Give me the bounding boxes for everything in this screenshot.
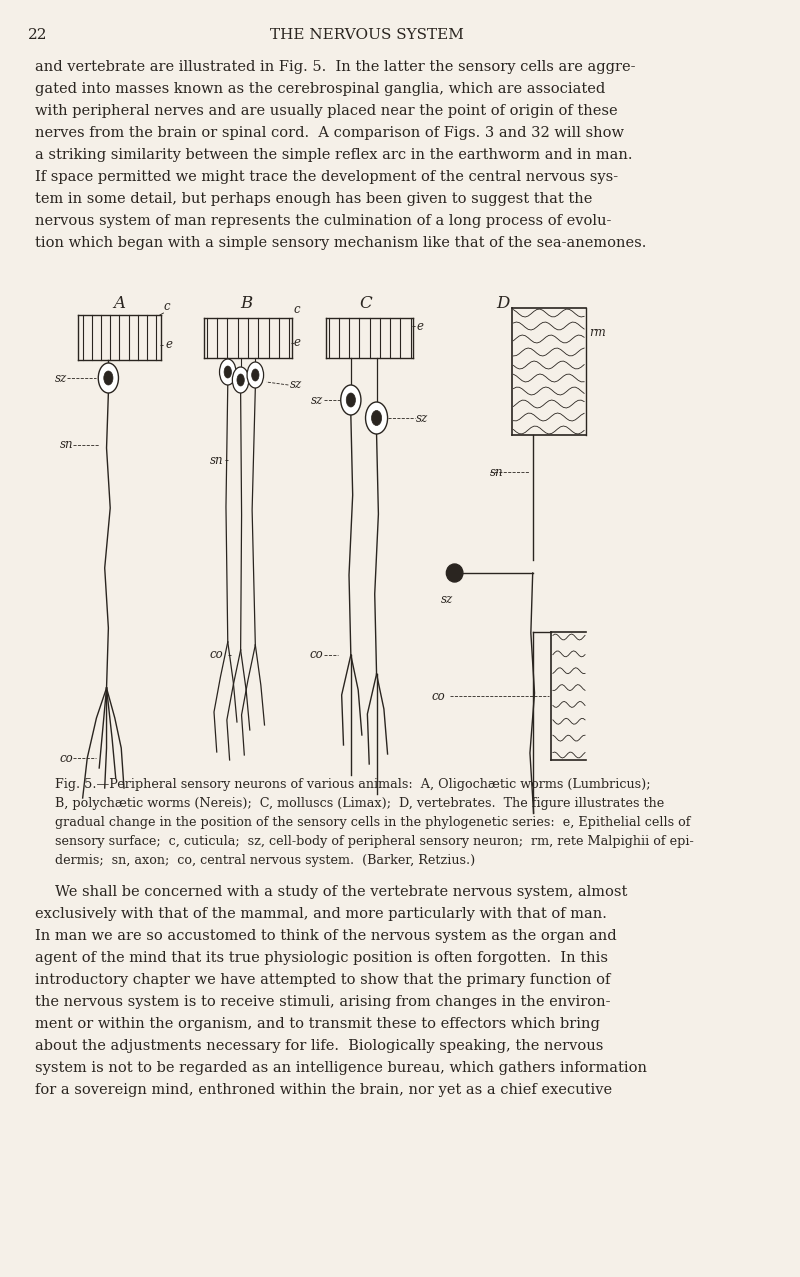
Text: sz: sz [311,393,323,406]
Text: sz: sz [441,593,454,607]
Ellipse shape [341,384,361,415]
Ellipse shape [237,374,244,386]
Text: 22: 22 [27,28,47,42]
Text: nervous system of man represents the culmination of a long process of evolu-: nervous system of man represents the cul… [35,215,611,229]
Text: co: co [310,649,323,661]
Text: tem in some detail, but perhaps enough has been given to suggest that the: tem in some detail, but perhaps enough h… [35,192,592,206]
Text: sz: sz [416,411,428,424]
Ellipse shape [104,372,113,384]
Text: with peripheral nerves and are usually placed near the point of origin of these: with peripheral nerves and are usually p… [35,103,618,117]
Text: rm: rm [590,327,606,340]
Text: We shall be concerned with a study of the vertebrate nervous system, almost: We shall be concerned with a study of th… [55,885,627,899]
Text: sn: sn [210,453,223,466]
Text: A: A [114,295,126,312]
Text: gradual change in the position of the sensory cells in the phylogenetic series: : gradual change in the position of the se… [55,816,690,829]
Text: Fig. 5.—Peripheral sensory neurons of various animals:  A, Oligochætic worms (Lu: Fig. 5.—Peripheral sensory neurons of va… [55,778,650,790]
Text: the nervous system is to receive stimuli, arising from changes in the environ-: the nervous system is to receive stimuli… [35,995,610,1009]
Text: sn: sn [490,466,503,479]
Text: nerves from the brain or spinal cord.  A comparison of Figs. 3 and 32 will show: nerves from the brain or spinal cord. A … [35,126,624,140]
Text: THE NERVOUS SYSTEM: THE NERVOUS SYSTEM [270,28,464,42]
Text: c: c [294,303,301,315]
Text: sz: sz [54,372,67,384]
Text: B: B [240,295,252,312]
Ellipse shape [232,366,249,393]
Text: dermis;  sn, axon;  co, central nervous system.  (Barker, Retzius.): dermis; sn, axon; co, central nervous sy… [55,854,475,867]
Ellipse shape [346,393,355,407]
Text: gated into masses known as the cerebrospinal ganglia, which are associated: gated into masses known as the cerebrosp… [35,82,605,96]
Text: e: e [416,319,423,332]
Ellipse shape [371,410,382,425]
Ellipse shape [98,363,118,393]
Circle shape [446,564,463,582]
Text: e: e [166,338,172,351]
Ellipse shape [252,369,259,381]
Text: D: D [497,295,510,312]
Text: a striking similarity between the simple reflex arc in the earthworm and in man.: a striking similarity between the simple… [35,148,633,162]
Text: If space permitted we might trace the development of the central nervous sys-: If space permitted we might trace the de… [35,170,618,184]
Ellipse shape [366,402,387,434]
Text: sz: sz [290,378,302,392]
Text: B, polychætic worms (Nereis);  C, molluscs (Limax);  D, vertebrates.  The figure: B, polychætic worms (Nereis); C, mollusc… [55,797,664,810]
Text: and vertebrate are illustrated in Fig. 5.  In the latter the sensory cells are a: and vertebrate are illustrated in Fig. 5… [35,60,635,74]
Text: tion which began with a simple sensory mechanism like that of the sea-anemones.: tion which began with a simple sensory m… [35,236,646,250]
Text: c: c [163,300,170,313]
Text: e: e [294,337,301,350]
Text: system is not to be regarded as an intelligence bureau, which gathers informatio: system is not to be regarded as an intel… [35,1061,647,1075]
Text: about the adjustments necessary for life.  Biologically speaking, the nervous: about the adjustments necessary for life… [35,1039,603,1054]
Text: sn: sn [60,438,74,452]
Text: ment or within the organism, and to transmit these to effectors which bring: ment or within the organism, and to tran… [35,1016,600,1031]
Text: introductory chapter we have attempted to show that the primary function of: introductory chapter we have attempted t… [35,973,610,987]
Ellipse shape [219,359,236,384]
Text: co: co [210,649,223,661]
Text: agent of the mind that its true physiologic position is often forgotten.  In thi: agent of the mind that its true physiolo… [35,951,608,965]
Ellipse shape [224,366,231,378]
Text: co: co [432,690,446,702]
Text: for a sovereign mind, enthroned within the brain, nor yet as a chief executive: for a sovereign mind, enthroned within t… [35,1083,612,1097]
Text: co: co [60,751,74,765]
Text: In man we are so accustomed to think of the nervous system as the organ and: In man we are so accustomed to think of … [35,928,617,942]
Text: exclusively with that of the mammal, and more particularly with that of man.: exclusively with that of the mammal, and… [35,907,606,921]
Text: sensory surface;  c, cuticula;  sz, cell-body of peripheral sensory neuron;  rm,: sensory surface; c, cuticula; sz, cell-b… [55,835,694,848]
Ellipse shape [247,361,263,388]
Text: C: C [359,295,372,312]
